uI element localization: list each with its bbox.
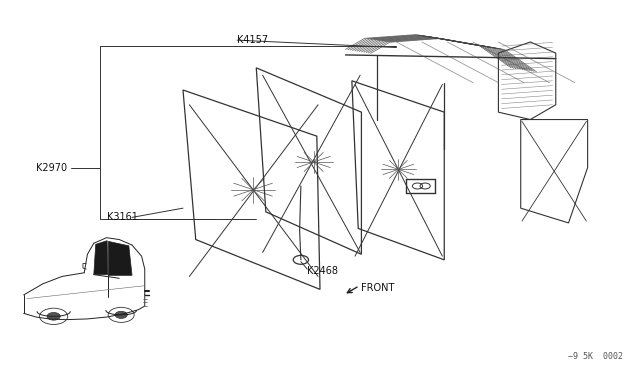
Circle shape bbox=[47, 312, 60, 320]
Text: K4157: K4157 bbox=[237, 35, 268, 45]
Circle shape bbox=[115, 311, 127, 318]
Text: K2468: K2468 bbox=[307, 266, 339, 276]
Text: K3161: K3161 bbox=[106, 212, 138, 222]
Polygon shape bbox=[94, 241, 108, 275]
Text: K2970: K2970 bbox=[36, 163, 68, 173]
Text: −9 5K  0002: −9 5K 0002 bbox=[568, 352, 623, 361]
Text: FRONT: FRONT bbox=[362, 283, 395, 292]
Polygon shape bbox=[108, 241, 132, 275]
